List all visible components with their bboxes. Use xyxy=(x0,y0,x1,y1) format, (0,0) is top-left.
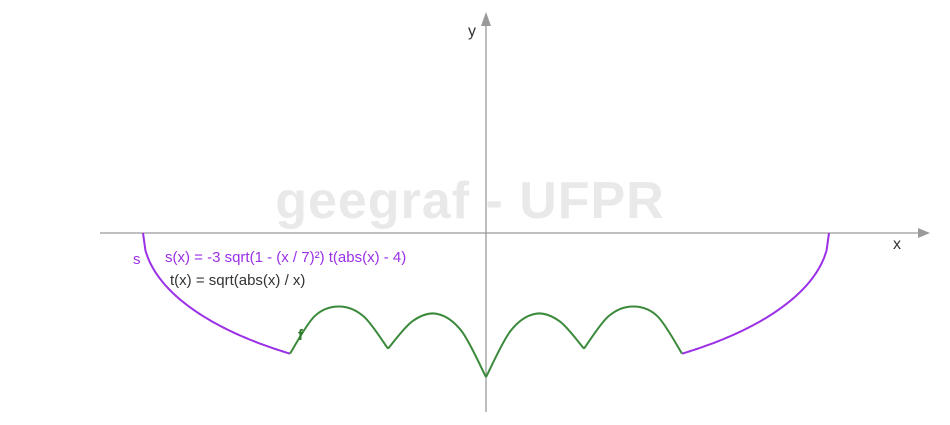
equation-s: s(x) = -3 sqrt(1 - (x / 7)²) t(abs(x) - … xyxy=(165,249,406,266)
series-s-left-wing xyxy=(142,232,291,355)
series-s-right-wing xyxy=(681,232,830,355)
series-s-label: s xyxy=(133,251,141,268)
series-f-scallop-1 xyxy=(289,305,389,355)
y-axis-arrow xyxy=(481,12,491,26)
y-axis-label: y xyxy=(468,23,476,40)
series-f-label: f xyxy=(298,327,304,344)
equation-t: t(x) = sqrt(abs(x) / x) xyxy=(170,272,305,289)
series-f-scallop-3 xyxy=(485,312,585,378)
x-axis-arrow xyxy=(918,228,930,238)
x-axis-label: x xyxy=(893,236,901,253)
watermark-text: geegraf - UFPR xyxy=(275,172,665,230)
curves-group xyxy=(142,232,830,378)
series-f-scallop-4 xyxy=(583,305,683,355)
series-f-scallop-2 xyxy=(387,312,487,378)
